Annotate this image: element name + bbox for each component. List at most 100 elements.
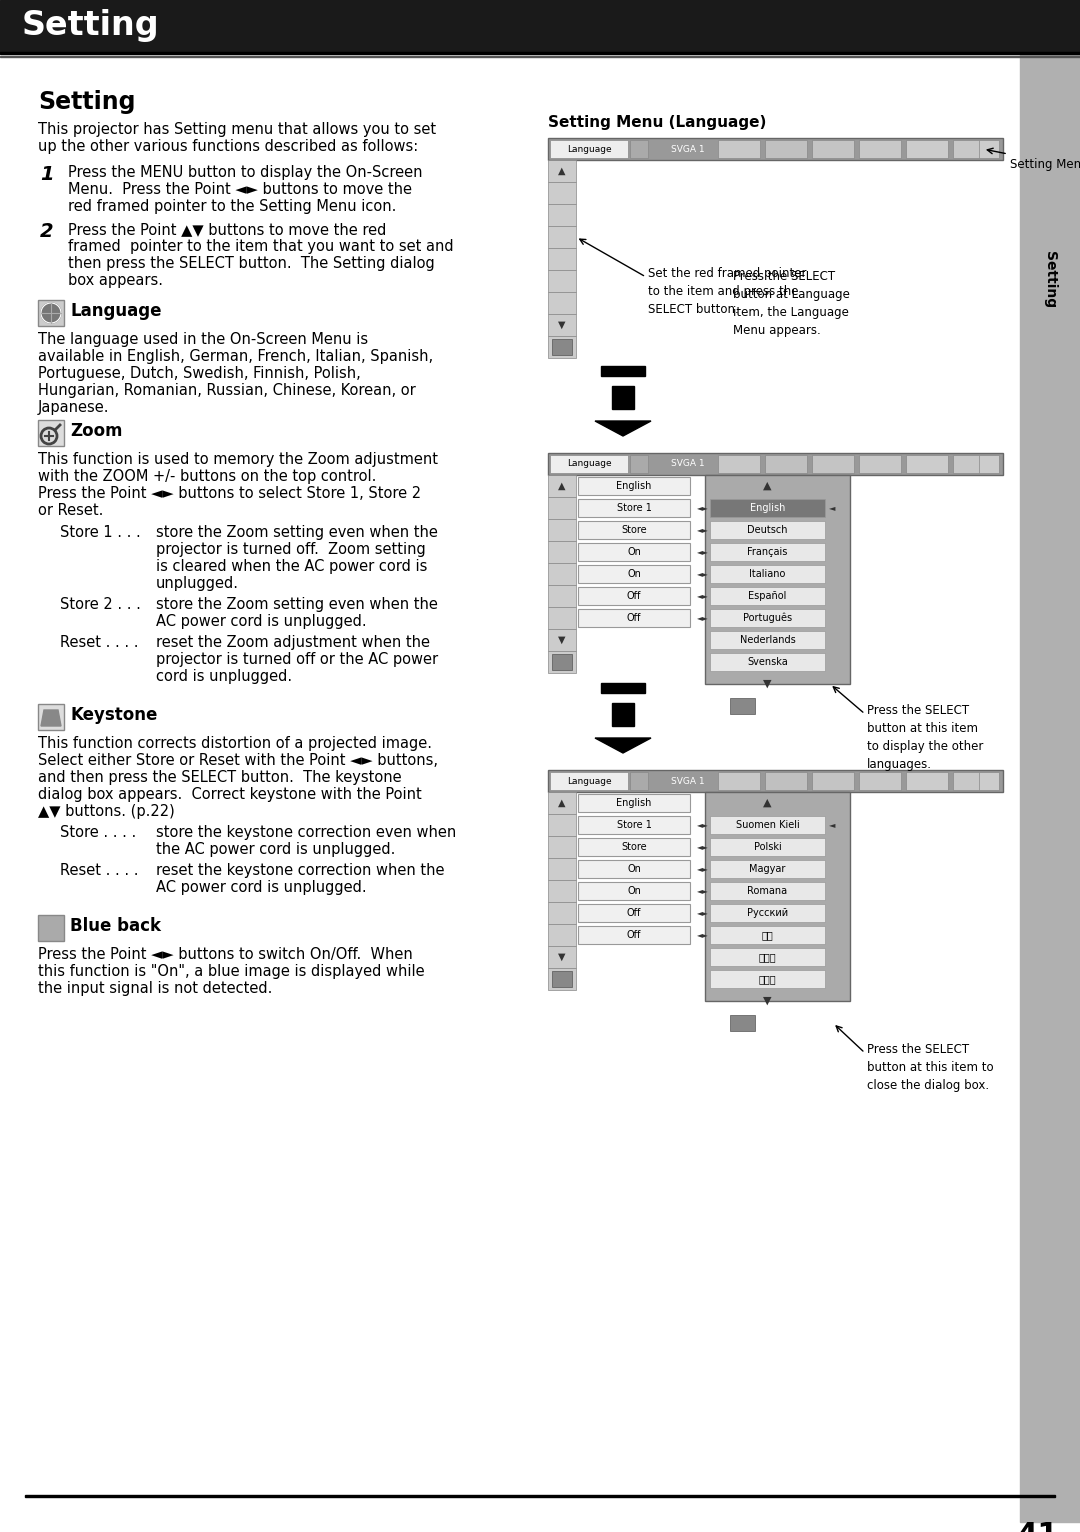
- Text: and then press the SELECT button.  The keystone: and then press the SELECT button. The ke…: [38, 771, 402, 784]
- Bar: [548, 204, 576, 227]
- Bar: [630, 455, 648, 473]
- Text: Set the red framed pointer
to the item and press the
SELECT button.: Set the red framed pointer to the item a…: [648, 267, 807, 316]
- Bar: [548, 453, 1003, 475]
- Bar: [578, 817, 690, 833]
- Bar: [578, 565, 690, 584]
- Text: On: On: [627, 885, 640, 896]
- Bar: [38, 420, 64, 446]
- Text: projector is turned off.  Zoom setting: projector is turned off. Zoom setting: [156, 542, 426, 558]
- Text: Setting Menu (Language): Setting Menu (Language): [548, 115, 767, 130]
- Text: ◄►: ◄►: [697, 843, 708, 852]
- Bar: [710, 631, 825, 650]
- Bar: [550, 772, 627, 791]
- Text: Français: Français: [747, 547, 787, 558]
- Text: reset the keystone correction when the: reset the keystone correction when the: [156, 863, 445, 878]
- Text: Language: Language: [567, 144, 611, 153]
- Bar: [548, 792, 576, 813]
- Text: ▲: ▲: [558, 798, 566, 807]
- Text: AC power cord is unplugged.: AC power cord is unplugged.: [156, 614, 366, 630]
- Bar: [578, 587, 690, 605]
- Bar: [730, 699, 755, 714]
- Bar: [550, 139, 627, 158]
- Bar: [548, 968, 576, 990]
- Text: Language: Language: [567, 777, 611, 786]
- Bar: [548, 858, 576, 879]
- Bar: [710, 859, 825, 878]
- Bar: [630, 139, 648, 158]
- Text: Zoom: Zoom: [70, 421, 122, 440]
- Text: English: English: [617, 798, 651, 807]
- Text: Blue back: Blue back: [70, 918, 161, 935]
- Bar: [548, 924, 576, 945]
- Text: reset the Zoom adjustment when the: reset the Zoom adjustment when the: [156, 634, 430, 650]
- Bar: [25, 1495, 1055, 1497]
- Text: English: English: [750, 502, 785, 513]
- Text: or Reset.: or Reset.: [38, 502, 104, 518]
- Bar: [548, 771, 1003, 792]
- Bar: [812, 772, 854, 791]
- Text: Press the MENU button to display the On-Screen: Press the MENU button to display the On-…: [68, 165, 422, 179]
- Bar: [578, 794, 690, 812]
- Bar: [978, 772, 999, 791]
- Text: Polski: Polski: [754, 843, 781, 852]
- Text: Nederlands: Nederlands: [740, 634, 795, 645]
- Bar: [578, 838, 690, 856]
- Text: Select either Store or Reset with the Point ◄► buttons,: Select either Store or Reset with the Po…: [38, 754, 438, 768]
- Bar: [953, 772, 995, 791]
- Text: with the ZOOM +/- buttons on the top control.: with the ZOOM +/- buttons on the top con…: [38, 469, 376, 484]
- Bar: [953, 455, 995, 473]
- Bar: [705, 475, 850, 683]
- Text: store the keystone correction even when: store the keystone correction even when: [156, 826, 456, 840]
- Bar: [812, 455, 854, 473]
- Bar: [612, 703, 634, 726]
- Bar: [578, 476, 690, 495]
- Bar: [548, 902, 576, 924]
- Text: Русский: Русский: [747, 908, 788, 918]
- Text: ◄►: ◄►: [697, 821, 708, 829]
- Text: ▼: ▼: [558, 634, 566, 645]
- Text: This function corrects distortion of a projected image.: This function corrects distortion of a p…: [38, 735, 432, 751]
- Text: Hungarian, Romanian, Russian, Chinese, Korean, or: Hungarian, Romanian, Russian, Chinese, K…: [38, 383, 416, 398]
- Text: Deutsch: Deutsch: [747, 525, 787, 535]
- Bar: [548, 519, 576, 541]
- Text: Language: Language: [567, 460, 611, 469]
- Bar: [718, 455, 760, 473]
- Text: Off: Off: [626, 930, 642, 941]
- Bar: [38, 300, 64, 326]
- Text: then press the SELECT button.  The Setting dialog: then press the SELECT button. The Settin…: [68, 256, 435, 271]
- Text: ◄►: ◄►: [697, 864, 708, 873]
- Text: Store 1 . . .: Store 1 . . .: [60, 525, 140, 539]
- Text: ◄►: ◄►: [697, 908, 708, 918]
- Text: Keystone: Keystone: [70, 706, 158, 725]
- Bar: [859, 139, 901, 158]
- Text: the AC power cord is unplugged.: the AC power cord is unplugged.: [156, 843, 395, 856]
- Text: Reset . . . .: Reset . . . .: [60, 863, 138, 878]
- Bar: [0, 0, 1080, 52]
- Text: Español: Español: [748, 591, 786, 601]
- Bar: [548, 182, 576, 204]
- Bar: [859, 455, 901, 473]
- Text: ◄: ◄: [829, 821, 836, 829]
- Bar: [578, 859, 690, 878]
- Text: 한국어: 한국어: [758, 951, 777, 962]
- Text: 中文: 中文: [761, 930, 773, 941]
- Text: Italiano: Italiano: [750, 568, 785, 579]
- Bar: [552, 339, 572, 355]
- Bar: [765, 772, 807, 791]
- Bar: [600, 366, 645, 375]
- Bar: [548, 651, 576, 673]
- Text: ▲: ▲: [558, 481, 566, 490]
- Text: box appears.: box appears.: [68, 273, 163, 288]
- Bar: [710, 925, 825, 944]
- Text: 41: 41: [1016, 1520, 1059, 1532]
- Text: Press the Point ◄► buttons to select Store 1, Store 2: Press the Point ◄► buttons to select Sto…: [38, 486, 421, 501]
- Text: cord is unplugged.: cord is unplugged.: [156, 669, 292, 683]
- Polygon shape: [41, 709, 60, 726]
- Text: Press the SELECT
button at this item
to display the other
languages.: Press the SELECT button at this item to …: [867, 705, 984, 771]
- Text: Off: Off: [626, 591, 642, 601]
- Bar: [859, 772, 901, 791]
- Bar: [548, 945, 576, 968]
- Text: Setting: Setting: [22, 9, 160, 43]
- Circle shape: [41, 303, 60, 323]
- Text: Store: Store: [621, 843, 647, 852]
